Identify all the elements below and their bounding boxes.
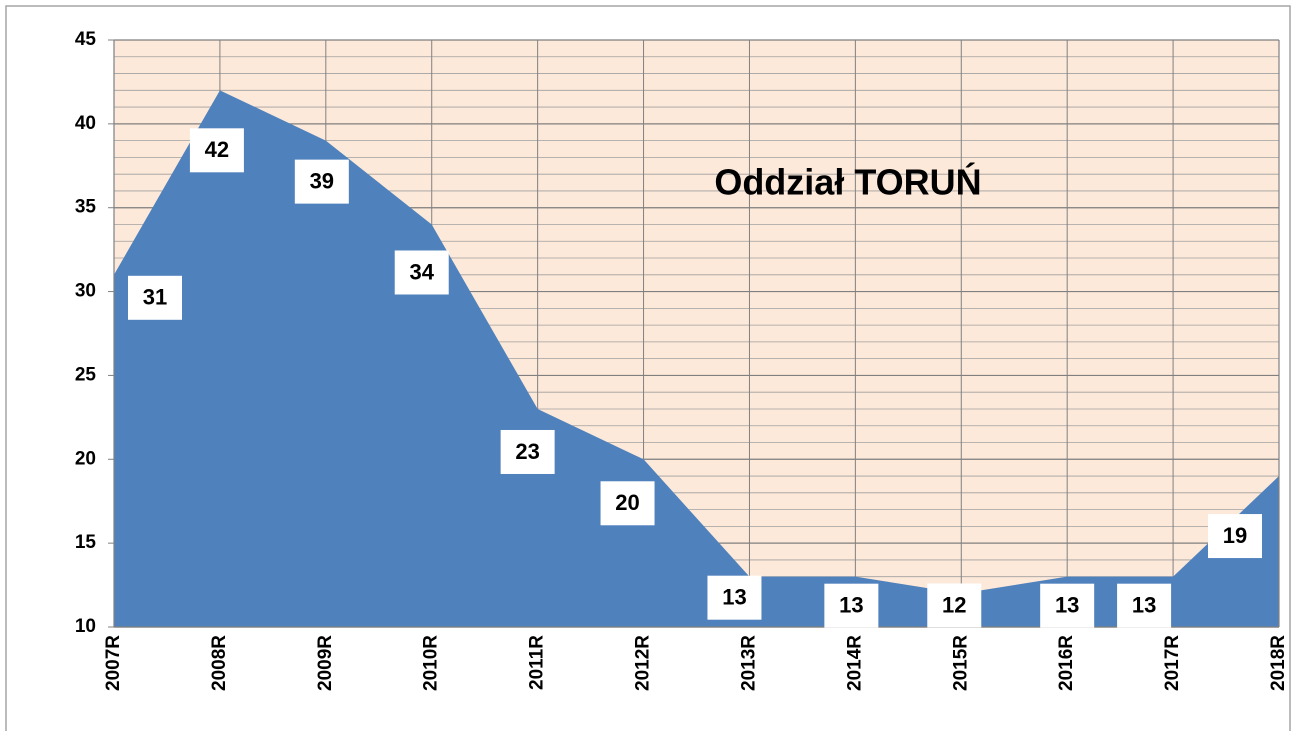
plot-area: 10 15 20 25 30 35 40 45 2007R 2008R 2009R 2010R 2011…	[75, 29, 1289, 691]
x-tick-label: 2011R	[527, 635, 548, 690]
y-tick-label: 25	[75, 364, 97, 385]
data-label: 19	[1223, 523, 1247, 548]
x-tick-label: 2016R	[1056, 635, 1077, 691]
data-label: 42	[205, 137, 229, 162]
data-label: 34	[409, 259, 434, 284]
data-label-box	[707, 575, 762, 620]
data-label-box	[128, 275, 182, 320]
x-tick-label: 2008R	[209, 635, 230, 691]
x-tick-label: 2007R	[103, 635, 124, 691]
x-tick-label: 2018R	[1268, 635, 1289, 691]
data-label-box	[600, 481, 655, 526]
data-label-box	[294, 159, 349, 204]
x-tick-label: 2009R	[315, 635, 336, 691]
y-tick-label: 30	[75, 281, 96, 302]
data-label-box	[394, 250, 449, 295]
x-tick-label: 2013R	[738, 635, 759, 691]
x-tick-label: 2014R	[844, 635, 865, 691]
data-label-box	[1208, 514, 1262, 559]
data-label: 12	[942, 592, 966, 617]
data-label: 39	[310, 168, 334, 193]
data-label-box	[1117, 583, 1172, 628]
x-tick-label: 2015R	[950, 635, 971, 691]
data-label-box	[824, 583, 879, 628]
x-tick-label: 2012R	[633, 635, 654, 691]
data-label: 31	[143, 285, 167, 310]
data-label-box	[500, 429, 555, 474]
data-label-box	[927, 583, 982, 628]
data-label-box	[189, 128, 244, 173]
area	[114, 90, 1279, 628]
data-label: 13	[1132, 592, 1156, 617]
y-tick-label: 40	[75, 113, 96, 134]
y-tick-label: 35	[75, 197, 97, 218]
data-label: 13	[839, 592, 863, 617]
y-tick-label: 10	[75, 616, 96, 637]
data-label: 13	[1055, 592, 1079, 617]
y-tick-label: 20	[75, 448, 96, 469]
data-label: 23	[515, 439, 539, 464]
x-tick-label: 2017R	[1162, 635, 1183, 691]
chart-title: Oddział TORUŃ	[714, 162, 981, 203]
y-tick-label: 15	[75, 532, 97, 553]
x-tick-label: 2010R	[421, 635, 442, 691]
y-tick-label: 45	[75, 29, 97, 50]
data-label-box	[1040, 583, 1095, 628]
data-label: 13	[722, 584, 746, 609]
data-label: 20	[615, 490, 639, 515]
